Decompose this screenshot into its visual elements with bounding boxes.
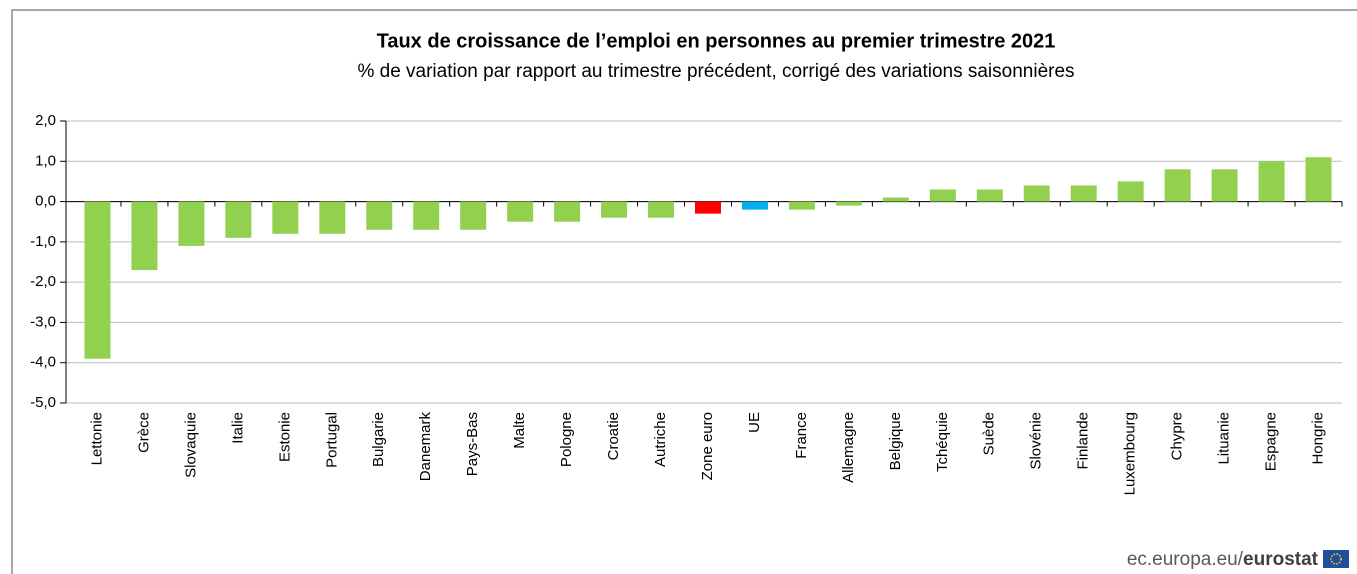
y-tick-label: -5,0 (30, 394, 56, 411)
x-tick-label: Pologne (558, 412, 575, 467)
x-tick-label: Finlande (1075, 412, 1092, 470)
y-tick-label: 2,0 (35, 112, 56, 129)
x-tick-label: Italie (229, 412, 246, 444)
y-tick-label: -1,0 (30, 233, 56, 250)
bar (1258, 161, 1285, 202)
x-tick-label: Suède (981, 412, 998, 455)
x-tick-label: France (793, 412, 810, 459)
bar (366, 201, 393, 230)
y-tick-label: 1,0 (35, 152, 56, 169)
bar (225, 201, 252, 238)
bar (84, 201, 111, 359)
bar (601, 201, 628, 218)
bar (835, 201, 862, 206)
bar (413, 201, 440, 230)
bar (1070, 185, 1097, 202)
bar (1305, 157, 1332, 202)
bar (319, 201, 346, 234)
x-tick-label: Bulgarie (370, 412, 387, 467)
source-url: ec.europa.eu/ (1127, 549, 1244, 570)
x-tick-label: Lituanie (1216, 412, 1233, 465)
bar (1164, 169, 1191, 202)
y-tick-label: 0,0 (35, 193, 56, 210)
y-tick-label: -4,0 (30, 354, 56, 371)
x-tick-label: Pays-Bas (464, 412, 481, 476)
x-tick-label: Slovénie (1028, 412, 1045, 470)
x-tick-label: Slovaquie (182, 412, 199, 478)
bar (976, 189, 1003, 202)
frame (11, 9, 1357, 574)
bar (1023, 185, 1050, 202)
x-tick-label: Danemark (417, 412, 434, 482)
bar (1117, 181, 1144, 202)
bar (882, 197, 909, 202)
x-tick-label: Portugal (323, 412, 340, 468)
x-tick-label: Luxembourg (1122, 412, 1139, 495)
source-brand: eurostat (1243, 549, 1319, 570)
x-tick-label: Malte (511, 412, 528, 449)
chart-subtitle: % de variation par rapport au trimestre … (357, 61, 1074, 82)
x-tick-label: Estonie (276, 412, 293, 462)
x-tick-label: Croatie (605, 412, 622, 460)
chart-title: Taux de croissance de l’emploi en person… (377, 30, 1056, 52)
x-tick-label: Tchéquie (934, 412, 951, 472)
bar (178, 201, 205, 246)
bar (741, 201, 768, 210)
x-tick-label: Zone euro (699, 412, 716, 480)
bar (460, 201, 487, 230)
bar (929, 189, 956, 202)
x-tick-label: Chypre (1169, 412, 1186, 460)
x-tick-label: Espagne (1263, 412, 1280, 471)
bar (695, 201, 721, 214)
bar (554, 201, 581, 222)
x-tick-label: Allemagne (840, 412, 857, 483)
bar (648, 201, 675, 218)
bar (131, 201, 158, 271)
y-tick-label: -2,0 (30, 273, 56, 290)
bar (1211, 169, 1238, 202)
bar (788, 201, 815, 210)
x-tick-label: Autriche (652, 412, 669, 467)
x-tick-label: Grèce (135, 412, 152, 453)
x-tick-label: Lettonie (88, 412, 105, 465)
eu-flag (1323, 550, 1349, 568)
source: ec.europa.eu/eurostat (1127, 549, 1319, 570)
x-tick-label: Hongrie (1309, 412, 1326, 465)
y-tick-label: -3,0 (30, 313, 56, 330)
x-tick-label: Belgique (887, 412, 904, 470)
bar (272, 201, 299, 234)
x-tick-label: UE (746, 412, 763, 433)
bar (507, 201, 534, 222)
eu-stars (1330, 553, 1342, 565)
